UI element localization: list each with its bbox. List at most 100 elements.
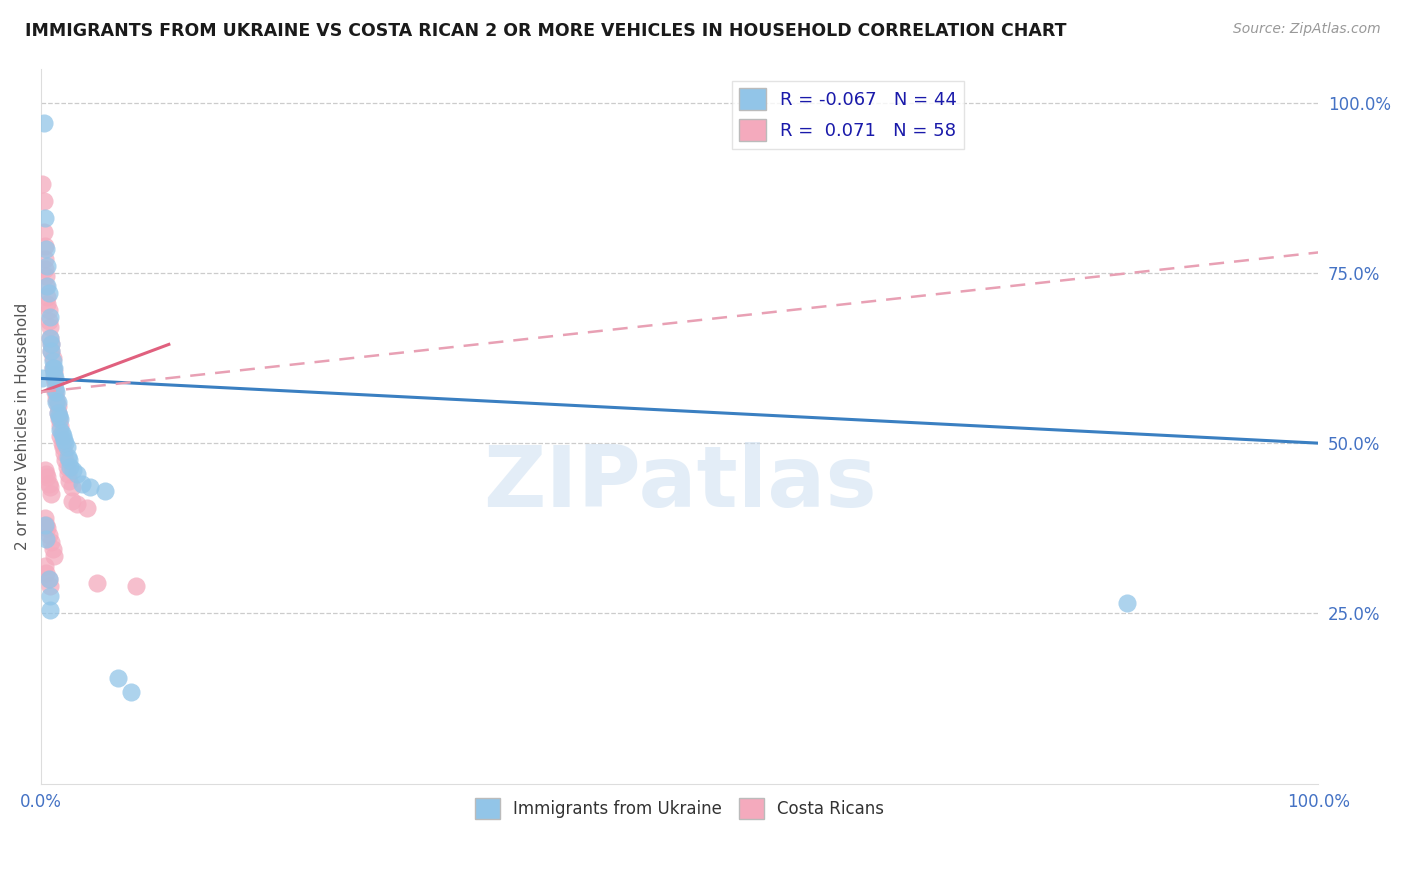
- Point: [53, 433, 76, 447]
- Point: [34, 211, 56, 226]
- Point: [39, 603, 62, 617]
- Point: [60, 480, 83, 494]
- Point: [55, 460, 77, 475]
- Point: [42, 361, 65, 376]
- Point: [41, 541, 63, 556]
- Point: [49, 419, 72, 434]
- Point: [56, 467, 79, 481]
- Y-axis label: 2 or more Vehicles in Household: 2 or more Vehicles in Household: [15, 302, 30, 549]
- Legend: Immigrants from Ukraine, Costa Ricans: Immigrants from Ukraine, Costa Ricans: [468, 792, 891, 825]
- Point: [76, 500, 98, 515]
- Point: [120, 685, 142, 699]
- Point: [79, 480, 101, 494]
- Point: [39, 320, 62, 334]
- Point: [38, 313, 60, 327]
- Point: [66, 467, 89, 481]
- Point: [44, 385, 66, 400]
- Point: [34, 558, 56, 573]
- Point: [38, 286, 60, 301]
- Point: [52, 440, 75, 454]
- Point: [60, 494, 83, 508]
- Point: [34, 252, 56, 267]
- Point: [34, 517, 56, 532]
- Point: [38, 528, 60, 542]
- Point: [44, 371, 66, 385]
- Point: [48, 409, 70, 423]
- Text: ZIPatlas: ZIPatlas: [482, 442, 876, 524]
- Point: [86, 575, 108, 590]
- Text: Source: ZipAtlas.com: Source: ZipAtlas.com: [1233, 22, 1381, 37]
- Point: [39, 310, 62, 325]
- Point: [94, 483, 117, 498]
- Point: [37, 290, 59, 304]
- Point: [35, 467, 58, 481]
- Point: [56, 450, 79, 464]
- Point: [34, 238, 56, 252]
- Point: [51, 436, 73, 450]
- Point: [49, 423, 72, 437]
- Point: [37, 470, 59, 484]
- Point: [37, 279, 59, 293]
- Point: [48, 412, 70, 426]
- Point: [37, 259, 59, 273]
- Point: [41, 351, 63, 365]
- Point: [38, 477, 60, 491]
- Point: [34, 262, 56, 277]
- Point: [41, 344, 63, 359]
- Point: [124, 579, 146, 593]
- Point: [42, 371, 65, 385]
- Point: [1115, 596, 1137, 610]
- Point: [41, 354, 63, 368]
- Point: [42, 365, 65, 379]
- Point: [45, 392, 67, 406]
- Point: [32, 116, 55, 130]
- Point: [55, 440, 77, 454]
- Point: [35, 279, 58, 293]
- Point: [34, 511, 56, 525]
- Point: [46, 405, 69, 419]
- Point: [46, 399, 69, 413]
- Point: [39, 590, 62, 604]
- Point: [42, 368, 65, 382]
- Point: [107, 671, 129, 685]
- Point: [59, 460, 82, 475]
- Point: [52, 429, 75, 443]
- Point: [41, 337, 63, 351]
- Point: [45, 385, 67, 400]
- Point: [53, 446, 76, 460]
- Point: [32, 194, 55, 209]
- Point: [31, 178, 53, 192]
- Point: [39, 579, 62, 593]
- Point: [62, 463, 84, 477]
- Point: [38, 573, 60, 587]
- Point: [53, 436, 76, 450]
- Point: [31, 371, 53, 385]
- Point: [66, 498, 89, 512]
- Point: [39, 480, 62, 494]
- Point: [39, 330, 62, 344]
- Point: [44, 382, 66, 396]
- Point: [41, 535, 63, 549]
- Point: [49, 429, 72, 443]
- Point: [41, 361, 63, 376]
- Point: [46, 395, 69, 409]
- Point: [38, 303, 60, 318]
- Point: [35, 566, 58, 580]
- Point: [35, 269, 58, 284]
- Point: [34, 463, 56, 477]
- Point: [53, 453, 76, 467]
- Point: [37, 296, 59, 310]
- Point: [35, 532, 58, 546]
- Text: IMMIGRANTS FROM UKRAINE VS COSTA RICAN 2 OR MORE VEHICLES IN HOUSEHOLD CORRELATI: IMMIGRANTS FROM UKRAINE VS COSTA RICAN 2…: [25, 22, 1067, 40]
- Point: [58, 474, 80, 488]
- Point: [41, 361, 63, 376]
- Point: [41, 344, 63, 359]
- Point: [46, 405, 69, 419]
- Point: [44, 375, 66, 389]
- Point: [45, 395, 67, 409]
- Point: [39, 330, 62, 344]
- Point: [32, 225, 55, 239]
- Point: [58, 453, 80, 467]
- Point: [35, 517, 58, 532]
- Point: [37, 521, 59, 535]
